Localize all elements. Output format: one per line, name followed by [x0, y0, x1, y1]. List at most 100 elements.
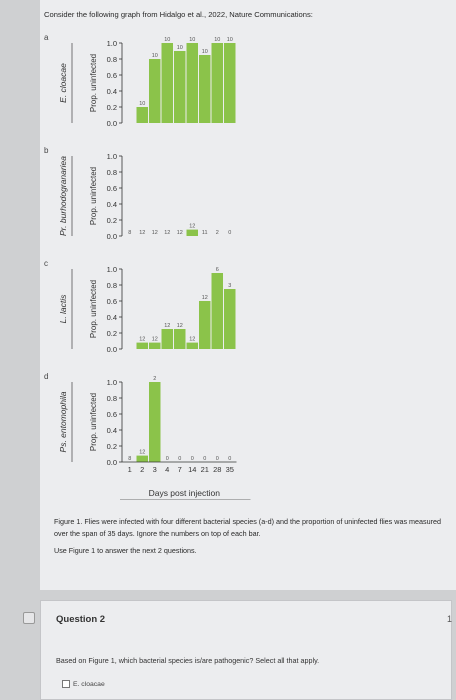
bar-label: 11 — [202, 230, 208, 236]
x-tick-label: 28 — [213, 465, 221, 474]
y-tick-label: 0.4 — [107, 313, 117, 322]
bar — [224, 289, 236, 349]
bar-label: 12 — [177, 323, 183, 329]
x-tick-label: 35 — [226, 465, 234, 474]
flag-icon[interactable] — [23, 612, 35, 624]
divider — [40, 590, 456, 600]
y-tick-label: 1.0 — [107, 39, 117, 48]
panel-letter: b — [44, 146, 49, 155]
x-tick-label: 3 — [153, 465, 157, 474]
panel-letter: d — [44, 372, 48, 381]
bar-label: 10 — [214, 37, 220, 43]
bar-label: 12 — [139, 450, 145, 456]
y-tick-label: 0.0 — [107, 232, 117, 241]
bar-label: 0 — [228, 456, 231, 462]
bar — [161, 43, 173, 123]
species-label: E. cloacae — [58, 63, 68, 103]
bar-label: 6 — [216, 267, 219, 273]
bar-label: 0 — [166, 456, 169, 462]
bar — [224, 43, 236, 123]
intro-text: Consider the following graph from Hidalg… — [44, 10, 313, 19]
bar — [174, 329, 186, 349]
species-label: Ps. entomophila — [58, 391, 68, 452]
bar-label: 8 — [128, 456, 131, 462]
bar-label: 8 — [128, 230, 131, 236]
instruction-text: Use Figure 1 to answer the next 2 questi… — [54, 546, 197, 555]
y-axis-label: Prop. uninfected — [89, 280, 98, 338]
bar-label: 10 — [189, 37, 195, 43]
bar-label: 10 — [139, 101, 145, 107]
bar-label: 12 — [164, 323, 170, 329]
y-tick-label: 0.2 — [107, 103, 117, 112]
y-tick-label: 0.2 — [107, 216, 117, 225]
y-axis-label: Prop. uninfected — [89, 54, 98, 112]
y-tick-label: 0.2 — [107, 442, 117, 451]
bar-label: 2 — [153, 376, 156, 382]
y-tick-label: 1.0 — [107, 378, 117, 387]
bar — [161, 329, 173, 349]
bar-label: 10 — [152, 53, 158, 59]
y-tick-label: 0.8 — [107, 168, 117, 177]
bar — [186, 229, 198, 236]
bar-label: 3 — [228, 283, 231, 289]
content-card — [40, 0, 456, 590]
y-tick-label: 0.6 — [107, 184, 117, 193]
question-card — [40, 600, 452, 700]
bar — [186, 43, 198, 123]
species-label: L. lactis — [58, 294, 68, 324]
bar-label: 10 — [227, 37, 233, 43]
question-title: Question 2 — [56, 614, 106, 625]
bar — [211, 43, 223, 123]
y-tick-label: 0.6 — [107, 410, 117, 419]
bar-label: 10 — [202, 49, 208, 55]
x-tick-label: 7 — [178, 465, 182, 474]
bar-label: 12 — [189, 224, 195, 230]
bar — [149, 59, 161, 123]
figure-caption: Figure 1. Flies were infected with four … — [54, 517, 441, 538]
y-tick-label: 1.0 — [107, 265, 117, 274]
y-tick-label: 0.0 — [107, 345, 117, 354]
bar-label: 0 — [228, 230, 231, 236]
y-tick-label: 0.0 — [107, 458, 117, 467]
y-tick-label: 0.4 — [107, 87, 117, 96]
y-tick-label: 0.2 — [107, 329, 117, 338]
bar-label: 12 — [177, 230, 183, 236]
x-axis-label: Days post injection — [149, 488, 221, 498]
x-tick-label: 21 — [201, 465, 209, 474]
bar-label: 0 — [178, 456, 181, 462]
bar-label: 10 — [164, 37, 170, 43]
species-label: Pr. burhodogranariea — [58, 156, 68, 236]
y-tick-label: 0.8 — [107, 281, 117, 290]
bar-label: 12 — [202, 295, 208, 301]
bar — [199, 55, 211, 123]
figure-chart: a E. cloacae Prop. uninfected 1.0 0.8 0.6 0.4 0… — [44, 33, 251, 500]
bar-label: 10 — [177, 45, 183, 51]
x-tick-label: 14 — [188, 465, 196, 474]
question-text: Based on Figure 1, which bacterial speci… — [56, 656, 320, 665]
bar-label: 0 — [216, 456, 219, 462]
bar — [149, 342, 161, 349]
y-tick-label: 0.6 — [107, 297, 117, 306]
bar-label: 12 — [139, 230, 145, 236]
bar — [136, 455, 148, 462]
y-tick-label: 0.8 — [107, 394, 117, 403]
bar-label: 0 — [191, 456, 194, 462]
option-e-cloacae[interactable]: E. cloacae — [62, 680, 105, 688]
y-tick-label: 0.0 — [107, 119, 117, 128]
option-label: E. cloacae — [73, 680, 105, 688]
checkbox-icon[interactable] — [62, 680, 70, 688]
x-tick-label: 4 — [165, 465, 169, 474]
y-axis-label: Prop. uninfected — [89, 167, 98, 225]
bar — [211, 273, 223, 349]
bar-label: 0 — [203, 456, 206, 462]
y-tick-label: 1.0 — [107, 152, 117, 161]
y-tick-label: 0.4 — [107, 426, 117, 435]
bar — [136, 342, 148, 349]
y-tick-label: 0.8 — [107, 55, 117, 64]
x-tick-label: 1 — [128, 465, 132, 474]
y-axis-label: Prop. uninfected — [89, 393, 98, 451]
bar — [174, 51, 186, 123]
bar-label: 12 — [164, 230, 170, 236]
bar — [136, 107, 148, 123]
points-number: 1 — [447, 614, 453, 624]
